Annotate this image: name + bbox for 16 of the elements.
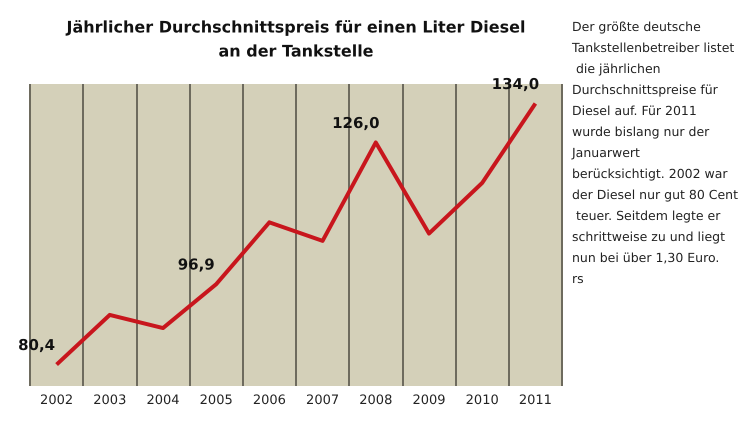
data-label: 134,0 <box>492 74 540 93</box>
x-tick-label: 2006 <box>252 393 286 408</box>
x-tick-label: 2010 <box>466 393 499 408</box>
x-tick-label: 2008 <box>359 393 392 408</box>
text: Der größte deutsche Tankstellenbetreiber listet die jährlichen Durchschnittspreise für Diesel auf. Für 2011 wurde bislang nur der Januarwert berücksichtigt. 2002 war der Diesel nur gut 80 Cent teuer. Seitdem legte er schrittweise zu und liegt nun bei über 1,30 Euro. rs <box>572 19 738 286</box>
x-tick-label: 2004 <box>146 393 180 408</box>
data-label: 96,9 <box>178 256 215 274</box>
x-tick-label: 2011 <box>518 393 552 408</box>
data-label: 126,0 <box>332 114 380 132</box>
x-tick-label: 2007 <box>306 393 340 408</box>
x-tick-label: 2009 <box>412 393 446 408</box>
x-tick-label: 2003 <box>93 393 126 408</box>
x-tick-label: 2002 <box>40 393 74 408</box>
chart-title: Jährlicher Durchschnittspreis für einen Liter Diesel an der Tankstelle <box>66 18 526 60</box>
x-tick-label: 2005 <box>200 393 233 408</box>
data-label: 80,4 <box>18 336 56 354</box>
